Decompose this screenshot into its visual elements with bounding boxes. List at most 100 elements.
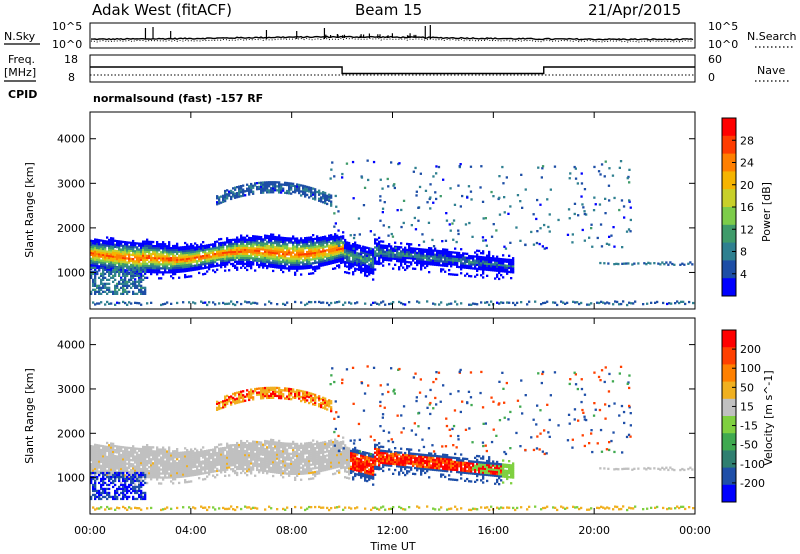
velocity-cell [102, 449, 105, 452]
power-cell [368, 265, 371, 268]
power-cell [240, 185, 243, 188]
power-cell [438, 262, 441, 265]
header-beam: Beam 15 [355, 1, 422, 19]
power-cell [571, 241, 574, 244]
power-cell [422, 264, 425, 267]
power-cell [236, 250, 239, 253]
power-cell [368, 267, 371, 270]
power-cell [130, 286, 133, 289]
power-cell [342, 261, 345, 264]
power-cell [286, 237, 289, 240]
velocity-cell [100, 448, 103, 452]
power-cell [354, 263, 357, 266]
power-cell [480, 252, 483, 255]
velocity-cell [106, 447, 109, 451]
velocity-cell [142, 469, 145, 472]
power-cell [296, 183, 299, 186]
power-cell [246, 252, 249, 255]
power-cell [362, 245, 365, 248]
power-cell [440, 260, 443, 263]
velocity-cell [90, 463, 93, 466]
velocity-cell [158, 462, 161, 465]
power-cell [160, 251, 163, 254]
power-cell [276, 181, 279, 184]
power-cell [506, 301, 509, 304]
power-cell [154, 263, 157, 266]
velocity-cell [198, 473, 201, 476]
power-cell [410, 251, 413, 254]
power-cell [370, 303, 373, 306]
power-cell [134, 262, 137, 265]
power-cell [448, 269, 451, 272]
power-cell [254, 301, 257, 305]
power-cell [108, 286, 111, 289]
power-cell [332, 249, 335, 252]
power-cell [278, 250, 281, 253]
velocity-cell [132, 463, 135, 466]
power-cell [130, 278, 133, 281]
velocity-cell [140, 453, 143, 457]
power-cell [330, 250, 333, 253]
velocity-cell [94, 449, 97, 452]
power-cell [270, 257, 273, 260]
power-cell [386, 250, 389, 254]
power-cell [391, 235, 395, 238]
power-cell [144, 266, 147, 269]
power-cell [380, 250, 383, 253]
power-cell [398, 252, 401, 255]
power-cell [100, 249, 103, 252]
velocity-cell [94, 469, 97, 472]
power-cell [276, 189, 279, 192]
power-cell [124, 272, 127, 275]
power-cell [380, 246, 383, 249]
velocity-cell [154, 476, 157, 479]
power-cell [330, 260, 333, 263]
velocity-cell [216, 463, 219, 467]
power-cell [192, 252, 195, 256]
velocity-cell [168, 462, 171, 465]
velocity-cell [270, 454, 273, 457]
velocity-cell [126, 448, 129, 451]
power-cell [328, 236, 331, 239]
velocity-cell [94, 453, 97, 456]
power-cell [242, 262, 245, 265]
power-cell [673, 263, 676, 266]
velocity-cell [252, 446, 255, 449]
velocity-cell [118, 461, 121, 464]
power-cell [110, 249, 113, 252]
velocity-cell [114, 457, 117, 460]
power-cell [128, 249, 131, 252]
power-cell [248, 250, 251, 254]
power-cell [394, 249, 397, 252]
velocity-cell [96, 468, 99, 471]
velocity-cell [166, 468, 169, 471]
power-cell [292, 255, 295, 258]
power-cell [296, 243, 299, 246]
power-cell [212, 265, 215, 268]
power-cell [312, 187, 315, 190]
power-cell [442, 248, 445, 251]
power-cell [482, 252, 485, 255]
power-cell [278, 248, 281, 251]
power-cell [338, 300, 341, 303]
power-cell [336, 248, 339, 251]
velocity-cell [270, 456, 273, 459]
power-cell [118, 274, 121, 277]
power-cell [678, 301, 681, 305]
power-cell [466, 266, 469, 269]
power-cell [194, 246, 197, 249]
power-cell [228, 259, 231, 262]
power-cell [266, 187, 269, 190]
power-cell [98, 288, 101, 291]
velocity-cell [278, 451, 281, 455]
velocity-cell [268, 456, 271, 459]
power-cell [228, 253, 231, 256]
velocity-cell [238, 459, 241, 463]
power-cell [316, 261, 319, 264]
power-cell [256, 253, 259, 256]
power-cell [368, 271, 371, 274]
velocity-cell [186, 464, 189, 468]
power-cell [140, 252, 143, 255]
power-cell [134, 280, 137, 283]
velocity-cell [278, 471, 281, 474]
